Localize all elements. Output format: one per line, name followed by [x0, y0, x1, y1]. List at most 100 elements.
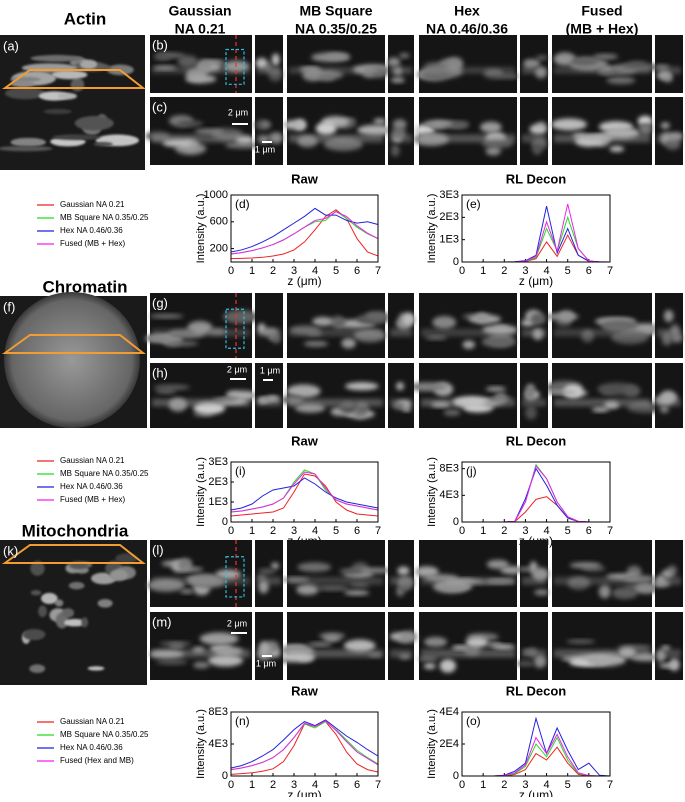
image-background — [287, 35, 385, 93]
x-tick-label: 4 — [544, 265, 550, 277]
volume-feature — [115, 553, 138, 564]
x-tick-label: 5 — [333, 525, 339, 537]
image-band — [522, 649, 546, 658]
image-feature — [315, 586, 350, 591]
x-tick-label: 0 — [459, 265, 465, 277]
image-background — [388, 612, 414, 680]
panel-label: (a) — [3, 38, 19, 53]
column-header: Fused — [581, 3, 622, 19]
image-band — [257, 66, 281, 74]
x-tick-label: 6 — [586, 265, 592, 277]
image-feature — [475, 313, 489, 323]
image-panel — [552, 612, 662, 680]
x-tick-label: 1 — [249, 779, 255, 791]
image-panel — [255, 293, 283, 358]
volume-feature — [61, 608, 75, 618]
x-tick-label: 1 — [249, 525, 255, 537]
image-feature — [611, 587, 639, 600]
volume-feature — [64, 618, 86, 627]
image-feature — [159, 641, 192, 647]
slice-plane — [1, 334, 146, 354]
panel-label: (o) — [466, 714, 481, 728]
image-feature — [571, 56, 599, 67]
image-panel — [413, 97, 517, 165]
image-band — [657, 649, 681, 658]
image-band — [554, 576, 650, 585]
image-feature — [609, 145, 625, 152]
panel-label: (g) — [152, 295, 168, 310]
plot-frame — [230, 461, 379, 523]
image-panel — [145, 293, 259, 358]
data-line — [462, 463, 610, 523]
x-tick-label: 0 — [228, 779, 234, 791]
image-feature — [465, 637, 489, 648]
image-feature — [423, 636, 448, 647]
image-feature — [318, 73, 336, 81]
image-feature — [617, 645, 652, 650]
image-panel — [281, 363, 385, 428]
image-panel — [287, 293, 389, 358]
image-band — [421, 66, 515, 74]
image-feature — [591, 407, 610, 413]
image-panel — [552, 35, 659, 93]
image-feature — [185, 74, 217, 84]
image-panel — [517, 540, 550, 607]
panel-label: (m) — [152, 614, 172, 629]
y-axis-label: Intensity (a.u.) — [426, 194, 438, 264]
image-panel — [516, 612, 548, 680]
y-axis-label: Intensity (a.u.) — [195, 457, 207, 527]
image-feature — [656, 72, 672, 79]
image-feature — [530, 313, 547, 325]
image-band — [421, 328, 515, 337]
image-band — [421, 134, 515, 143]
x-tick-label: 3 — [522, 779, 528, 791]
data-line — [230, 209, 379, 260]
image-feature — [271, 334, 281, 344]
x-tick-label: 0 — [459, 525, 465, 537]
image-band — [657, 134, 681, 143]
image-feature — [365, 311, 389, 321]
image-feature — [226, 390, 259, 401]
y-tick-label: 600 — [210, 216, 228, 228]
x-tick-label: 0 — [459, 779, 465, 791]
data-line — [462, 733, 610, 777]
roi-box — [225, 308, 245, 349]
image-panel — [149, 612, 252, 680]
image-feature — [271, 562, 280, 570]
image-feature — [193, 661, 210, 669]
x-tick-label: 6 — [586, 779, 592, 791]
panel-label: (e) — [466, 197, 481, 211]
image-feature — [387, 57, 401, 67]
x-tick-label: 6 — [354, 779, 360, 791]
volume-feature — [4, 87, 46, 100]
image-feature — [659, 405, 670, 414]
image-feature — [486, 559, 509, 569]
image-feature — [155, 389, 177, 394]
image-feature — [373, 118, 387, 125]
x-tick-label: 1 — [480, 265, 486, 277]
image-feature — [258, 568, 276, 575]
image-band — [152, 134, 250, 143]
x-tick-label: 1 — [480, 525, 486, 537]
image-panel — [551, 97, 653, 165]
y-tick-label: 4E3 — [208, 738, 228, 750]
x-tick-label: 7 — [607, 779, 613, 791]
image-feature — [358, 567, 393, 574]
image-background — [655, 293, 683, 358]
image-feature — [407, 382, 448, 392]
image-feature — [179, 589, 194, 594]
image-feature — [663, 309, 674, 323]
x-tick-label: 3 — [291, 525, 297, 537]
plot-frame — [461, 711, 611, 777]
volume-feature — [52, 134, 101, 141]
image-feature — [529, 124, 547, 135]
y-axis-label: Intensity (a.u.) — [426, 457, 438, 527]
chart-title: Raw — [291, 433, 319, 448]
image-feature — [561, 656, 579, 662]
volume-feature — [43, 108, 72, 115]
x-axis-label: z (μm) — [519, 788, 553, 797]
image-band — [522, 328, 546, 337]
x-tick-label: 5 — [333, 265, 339, 277]
legend-label: Hex NA 0.46/0.36 — [60, 743, 123, 752]
scale-bar-label: 1 μm — [260, 365, 280, 375]
